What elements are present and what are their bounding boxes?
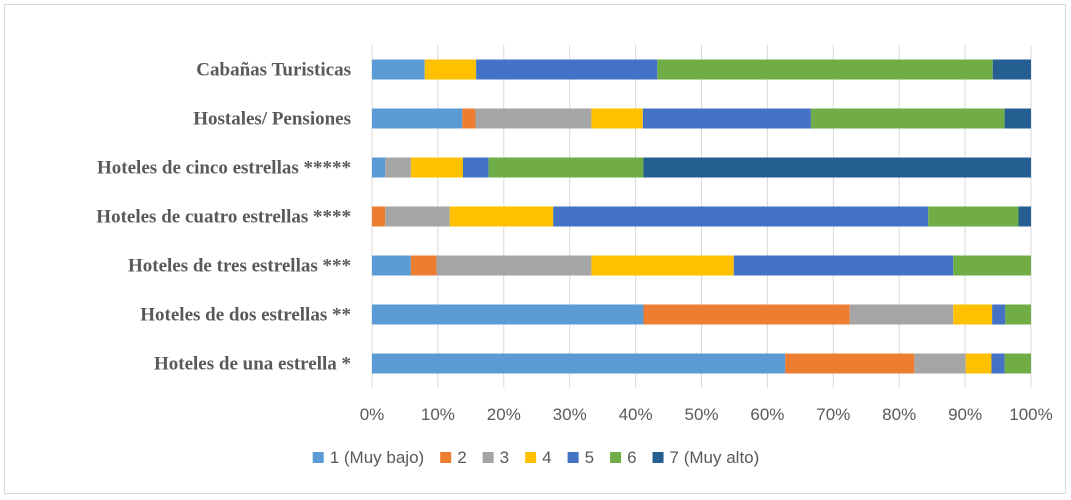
legend-item: 4 [525, 448, 552, 467]
bar-segment [810, 108, 1005, 129]
bar-segment [462, 157, 489, 178]
bar-segment [642, 108, 811, 129]
bar-segment [410, 157, 463, 178]
legend-item: 3 [482, 448, 509, 467]
bar-segment [992, 304, 1006, 325]
bar-segment [372, 59, 425, 80]
bar-segment [785, 353, 915, 374]
bars [372, 59, 1031, 374]
legend-item: 5 [567, 448, 594, 467]
legend-swatch [440, 452, 452, 463]
bar-segment [449, 206, 554, 227]
legend-label: 6 [627, 448, 636, 467]
legend-swatch [567, 452, 579, 463]
bar-segment [991, 353, 1005, 374]
bar-segment [410, 255, 437, 276]
legend-swatch [312, 452, 324, 463]
bar-segment [372, 304, 644, 325]
bar-segment [849, 304, 954, 325]
legend-label: 3 [500, 448, 509, 467]
legend-swatch [482, 452, 494, 463]
legend-swatch [525, 452, 537, 463]
x-tick-label: 50% [684, 405, 718, 424]
x-tick-label: 40% [619, 405, 653, 424]
bar-segment [643, 157, 1031, 178]
x-tick-label: 100% [1009, 405, 1052, 424]
legend-label: 2 [457, 448, 466, 467]
bar-segment [733, 255, 954, 276]
stacked-bar-chart: Cabañas Turisticas Hostales/ Pensiones Hot… [96, 45, 1053, 467]
bar-segment [965, 353, 992, 374]
x-tick-label: 20% [487, 405, 521, 424]
bar-segment [372, 206, 386, 227]
legend-item: 6 [610, 448, 637, 467]
bar-segment [424, 59, 477, 80]
bar-segment [488, 157, 644, 178]
bar-segment [953, 304, 993, 325]
category-label: Hoteles de una estrella * [154, 354, 351, 375]
category-label: Hostales/ Pensiones [193, 109, 351, 130]
bar-segment [914, 353, 966, 374]
category-label: Hoteles de dos estrellas ** [140, 305, 351, 326]
category-label: Hoteles de cuatro estrellas **** [96, 207, 351, 228]
bar-segment [372, 157, 386, 178]
bar-segment [475, 108, 592, 129]
bar-segment [1018, 206, 1031, 227]
x-tick-label: 0% [360, 405, 385, 424]
x-tick-label: 10% [421, 405, 455, 424]
bar-segment [372, 255, 411, 276]
bar-segment [928, 206, 1019, 227]
bar-segment [643, 304, 850, 325]
bar-segment [385, 206, 450, 227]
legend-swatch [610, 452, 622, 463]
legend: 1 (Muy bajo) 2 3 4 5 6 7 (Muy alto) [312, 448, 760, 467]
bar-segment [372, 108, 463, 129]
bar-segment [1004, 353, 1031, 374]
bar-segment [436, 255, 592, 276]
bar-segment [657, 59, 993, 80]
category-label: Cabañas Turisticas [196, 60, 351, 81]
category-label: Hoteles de tres estrellas *** [128, 256, 351, 277]
x-tick-label: 30% [553, 405, 587, 424]
legend-label: 5 [585, 448, 594, 467]
bar-segment [385, 157, 411, 178]
legend-swatch [652, 452, 664, 463]
bar-segment [372, 353, 786, 374]
x-tick-label: 90% [948, 405, 982, 424]
bar-segment [953, 255, 1031, 276]
x-tick-label: 70% [816, 405, 850, 424]
legend-label: 1 (Muy bajo) [330, 448, 424, 467]
chart-frame: Cabañas Turisticas Hostales/ Pensiones Hot… [4, 4, 1066, 494]
bar-segment [1004, 108, 1031, 129]
bar-segment [476, 59, 658, 80]
legend-label: 4 [542, 448, 551, 467]
x-tick-labels: 0% 10% 20% 30% 40% 50% 60% 70% 80% 90% 100% [360, 405, 1053, 424]
bar-segment [1005, 304, 1031, 325]
bar-segment [992, 59, 1031, 80]
legend-item: 7 (Muy alto) [652, 448, 760, 467]
x-tick-label: 60% [750, 405, 784, 424]
bar-segment [553, 206, 929, 227]
bar-segment [591, 108, 643, 129]
x-tick-label: 80% [882, 405, 916, 424]
legend-item: 2 [440, 448, 467, 467]
bar-segment [462, 108, 476, 129]
category-labels: Cabañas Turisticas Hostales/ Pensiones Hot… [96, 60, 351, 375]
bar-segment [591, 255, 734, 276]
legend-label: 7 (Muy alto) [670, 448, 760, 467]
category-label: Hoteles de cinco estrellas ***** [97, 158, 351, 179]
legend-item: 1 (Muy bajo) [312, 448, 424, 467]
